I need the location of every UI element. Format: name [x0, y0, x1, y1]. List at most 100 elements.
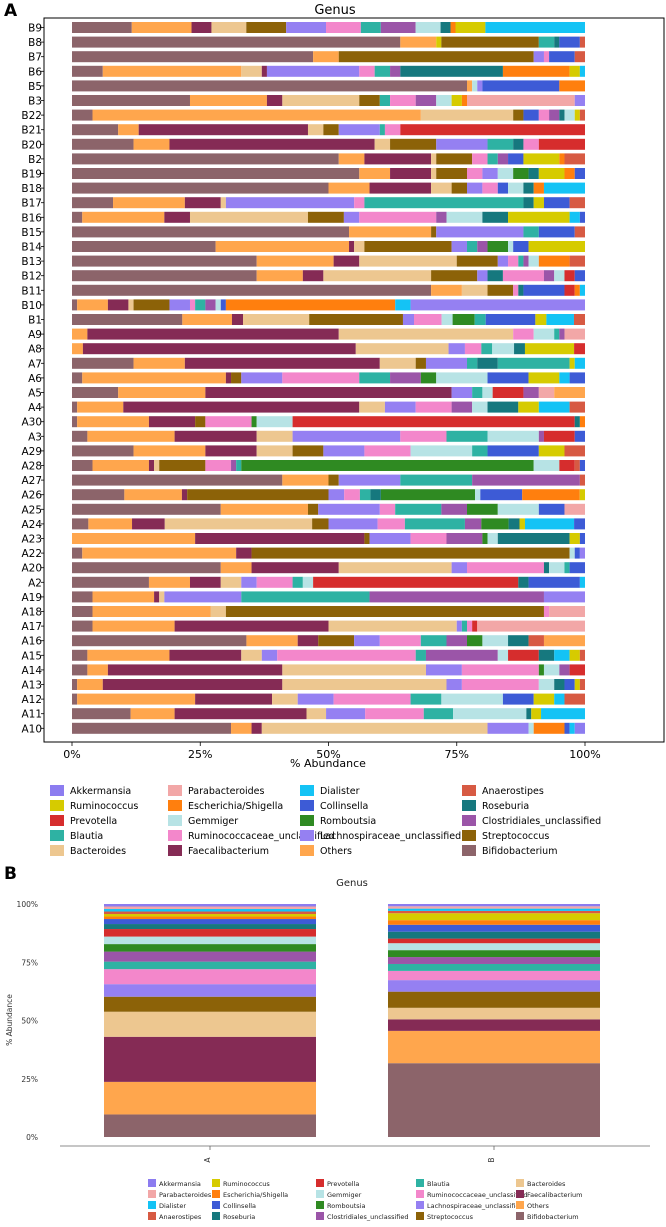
bar-segment-b-others	[388, 1030, 600, 1064]
bar-segment-a-streptococcus	[104, 996, 316, 1012]
legend-label-blautia: Blautia	[70, 831, 103, 842]
bar-segment-b8-roseburia	[554, 36, 560, 48]
b-legend-label-prevotella: Prevotella	[327, 1180, 359, 1188]
bar-segment-a30-faecalibacterium	[148, 416, 196, 428]
bar-segment-b7-lachnospiraceae-unclassified	[533, 51, 544, 63]
bar-segment-b20-streptococcus	[390, 138, 437, 150]
bar-segment-b11-bacteroides	[461, 284, 488, 296]
bar-segment-a24-collinsella	[574, 518, 585, 530]
bar-segment-b17-others	[113, 197, 185, 209]
bar-segment-b16-ruminococcus	[508, 211, 570, 223]
bar-segment-b15-blautia	[523, 226, 539, 238]
bar-segment-b10-bacteroides	[128, 299, 134, 311]
bar-segment-a28-others	[92, 460, 149, 471]
bar-segment-b6-others	[102, 65, 242, 77]
b-legend-swatch-romboutsia	[316, 1201, 324, 1209]
bar-segment-b11-bifidobacterium	[72, 284, 432, 296]
bar-segment-a7-blautia	[497, 357, 570, 369]
bar-segment-a30-streptococcus	[195, 416, 206, 428]
y-tick-a5: A5	[28, 388, 42, 400]
bar-segment-b3-ruminococcaceae-unclassified	[390, 95, 416, 106]
bar-segment-a17-bifidobacterium	[72, 620, 93, 632]
panel-a-letter: A	[4, 1, 18, 21]
bar-segment-a16-blautia	[420, 635, 447, 647]
bar-segment-b10-clostridiales-unclassified	[205, 299, 216, 311]
bar-segment-a23-lachnospiraceae-unclassified	[369, 533, 411, 544]
bar-segment-a17-parabacteroides	[477, 620, 585, 632]
bar-segment-b1-blautia	[474, 314, 486, 325]
bar-segment-a11-ruminococcus	[531, 708, 542, 720]
bar-segment-a23-clostridiales-unclassified	[446, 533, 483, 544]
bar-segment-a19-lachnospiraceae-unclassified	[164, 591, 242, 603]
bar-segment-a28-romboutsia	[241, 460, 534, 471]
bar-segment-a10-gemmiger	[528, 722, 534, 734]
bar-segment-a18-streptococcus	[225, 606, 544, 617]
bar-segment-b19-gemmiger	[497, 168, 514, 179]
bar-segment-b18-lachnospiraceae-unclassified	[467, 182, 483, 194]
bar-segment-a-romboutsia	[104, 944, 316, 952]
y-tick-b16: B16	[21, 212, 42, 224]
bar-segment-a15-gemmiger	[497, 649, 509, 661]
legend-label-bacteroides: Bacteroides	[70, 846, 126, 857]
bar-segment-a8-others	[72, 343, 83, 355]
bar-segment-b19-escherichia-shigella	[564, 168, 575, 179]
bar-segment-a7-ruminococcus	[569, 357, 575, 369]
bar-segment-a24-blautia	[404, 518, 465, 530]
legend-label-anaerostipes: Anaerostipes	[482, 786, 544, 797]
bar-segment-b11-prevotella	[564, 284, 575, 296]
bar-segment-b3-gemmiger	[436, 95, 452, 106]
y-tick-b22: B22	[21, 110, 42, 122]
bar-segment-a25-ruminococcaceae-unclassified	[379, 503, 396, 515]
bar-segment-b22-streptococcus	[513, 109, 524, 121]
panel-a-bars	[72, 22, 585, 734]
bar-segment-b5-lachnospiraceae-unclassified	[477, 80, 483, 92]
b-legend-label-faecalibacterium: Faecalibacterium	[527, 1191, 582, 1199]
bar-segment-a8-ruminococcaceae-unclassified	[464, 343, 482, 355]
bar-segment-b18-dialister	[543, 182, 585, 194]
b-legend-label-others: Others	[527, 1202, 549, 1210]
bar-segment-b21-faecalibacterium	[138, 124, 308, 136]
bar-segment-a17-lachnospiraceae-unclassified	[456, 620, 462, 632]
bar-segment-b18-bacteroides	[431, 182, 452, 194]
bar-segment-a27-clostridiales-unclassified	[472, 474, 580, 486]
bar-segment-b17-faecalibacterium	[184, 197, 221, 209]
bar-segment-a20-bacteroides	[338, 562, 452, 574]
b-legend-label-ruminococcus: Ruminococcus	[223, 1180, 270, 1188]
bar-segment-a-escherichia-shigella	[104, 916, 316, 920]
bar-segment-a24-ruminococcaceae-unclassified	[377, 518, 405, 530]
bar-segment-b20-lachnospiraceae-unclassified	[436, 138, 488, 150]
y-tick-a11: A11	[21, 709, 42, 721]
bar-segment-b9-streptococcus	[246, 22, 287, 33]
bar-segment-a18-parabacteroides	[549, 606, 585, 617]
bar-segment-a22-collinsella	[574, 547, 580, 559]
bar-segment-b2-blautia	[487, 153, 498, 165]
bar-segment-b3-ruminococcus	[451, 95, 462, 106]
legend-label-prevotella: Prevotella	[70, 816, 117, 827]
bar-segment-a17-prevotella	[472, 620, 478, 632]
legend-label-ruminococcaceae-unclassified: Ruminococcaceae_unclassified	[188, 831, 335, 842]
y-tick-a8: A8	[28, 344, 42, 356]
bar-segment-b10-blautia	[195, 299, 206, 311]
bar-segment-a11-dialister	[541, 708, 585, 720]
bar-segment-a13-collinsella	[564, 679, 575, 690]
y-tick-a28: A28	[21, 461, 42, 473]
panel-b-legend: Akkermansia Ruminococcus Prevotella Blautia…	[148, 1179, 582, 1221]
bar-segment-b12-collinsella	[574, 270, 585, 282]
bar-segment-a15-ruminococcaceae-unclassified	[277, 649, 416, 661]
bar-segment-a26-gemmiger	[475, 489, 481, 501]
bar-segment-a17-blautia	[461, 620, 468, 632]
b-legend-swatch-bacteroides	[516, 1179, 524, 1187]
bar-segment-b10-bifidobacterium	[72, 299, 78, 311]
bar-segment-b13-escherichia-shigella	[538, 255, 570, 267]
bar-segment-b21-blautia	[379, 124, 385, 136]
bar-segment-b2-bifidobacterium	[72, 153, 339, 165]
bar-segment-b-clostridiales-unclassified	[388, 957, 600, 964]
bar-segment-a3-prevotella	[543, 430, 575, 442]
bar-segment-b17-lachnospiraceae-unclassified	[225, 197, 355, 209]
bar-segment-b22-clostridiales-unclassified	[549, 109, 560, 121]
bar-segment-b13-faecalibacterium	[333, 255, 360, 267]
bar-segment-a23-roseburia	[497, 533, 570, 544]
bar-segment-b12-gemmiger	[554, 270, 565, 282]
bar-segment-a27-blautia	[400, 474, 473, 486]
bar-segment-a29-bifidobacterium	[72, 445, 134, 457]
